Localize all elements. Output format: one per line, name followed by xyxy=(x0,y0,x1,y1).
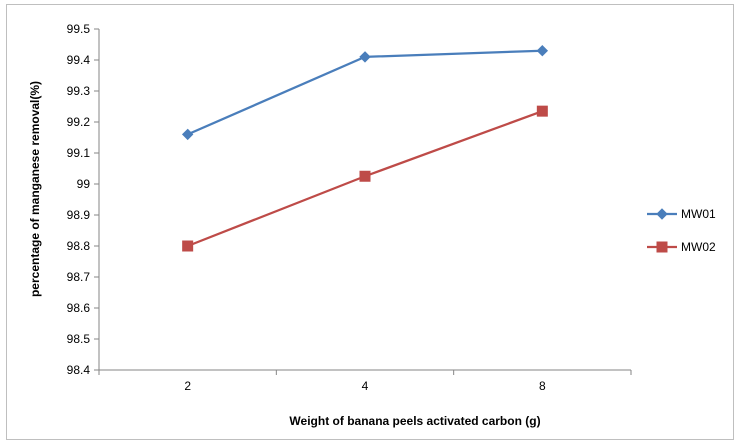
x-axis-ticks: 2 4 8 xyxy=(98,370,632,393)
y-tick-label: 98.7 xyxy=(67,270,91,284)
line-chart: 98.4 98.5 98.6 98.7 98.8 98.9 99 99.1 99.2 99.3 99… xyxy=(28,22,716,428)
y-tick-label: 99.5 xyxy=(67,22,91,36)
x-tick-label: 2 xyxy=(184,379,191,393)
legend-item-mw01: MW01 xyxy=(647,207,716,221)
x-axis-title: Weight of banana peels activated carbon … xyxy=(289,414,540,428)
legend: MW01 MW02 xyxy=(647,207,716,254)
data-point-diamond xyxy=(181,128,194,141)
data-point-square xyxy=(182,240,194,252)
y-tick-label: 99.1 xyxy=(67,146,91,160)
y-tick-label: 98.8 xyxy=(67,239,91,253)
y-tick-label: 98.6 xyxy=(67,301,91,315)
series-layer xyxy=(181,44,549,252)
series-line xyxy=(187,49,543,136)
y-tick-label: 98.4 xyxy=(67,363,91,377)
chart-container: 98.4 98.5 98.6 98.7 98.8 98.9 99 99.1 99.2 99.3 99… xyxy=(6,4,734,440)
legend-marker xyxy=(656,208,668,220)
legend-marker xyxy=(656,241,668,253)
y-tick-label: 99.3 xyxy=(67,84,91,98)
y-axis-title: percentage of manganese removal(%) xyxy=(28,81,42,297)
legend-label: MW02 xyxy=(681,240,716,254)
data-point-diamond xyxy=(536,44,549,57)
legend-label: MW01 xyxy=(681,207,716,221)
x-tick-label: 8 xyxy=(539,379,546,393)
axes xyxy=(98,29,631,371)
data-point-diamond xyxy=(359,51,371,63)
y-tick-label: 99.2 xyxy=(67,115,91,129)
y-axis-ticks: 98.4 98.5 98.6 98.7 98.8 98.9 99 99.1 99.2 99.3 99… xyxy=(67,22,99,377)
data-point-square xyxy=(536,105,548,117)
legend-item-mw02: MW02 xyxy=(647,240,716,254)
data-point-square xyxy=(359,170,371,182)
y-tick-label: 98.5 xyxy=(67,332,91,346)
series-mw01 xyxy=(181,44,549,141)
series-mw02 xyxy=(182,105,548,252)
y-tick-label: 99 xyxy=(77,177,91,191)
x-tick-label: 4 xyxy=(362,379,369,393)
y-tick-label: 99.4 xyxy=(67,53,91,67)
y-tick-label: 98.9 xyxy=(67,208,91,222)
